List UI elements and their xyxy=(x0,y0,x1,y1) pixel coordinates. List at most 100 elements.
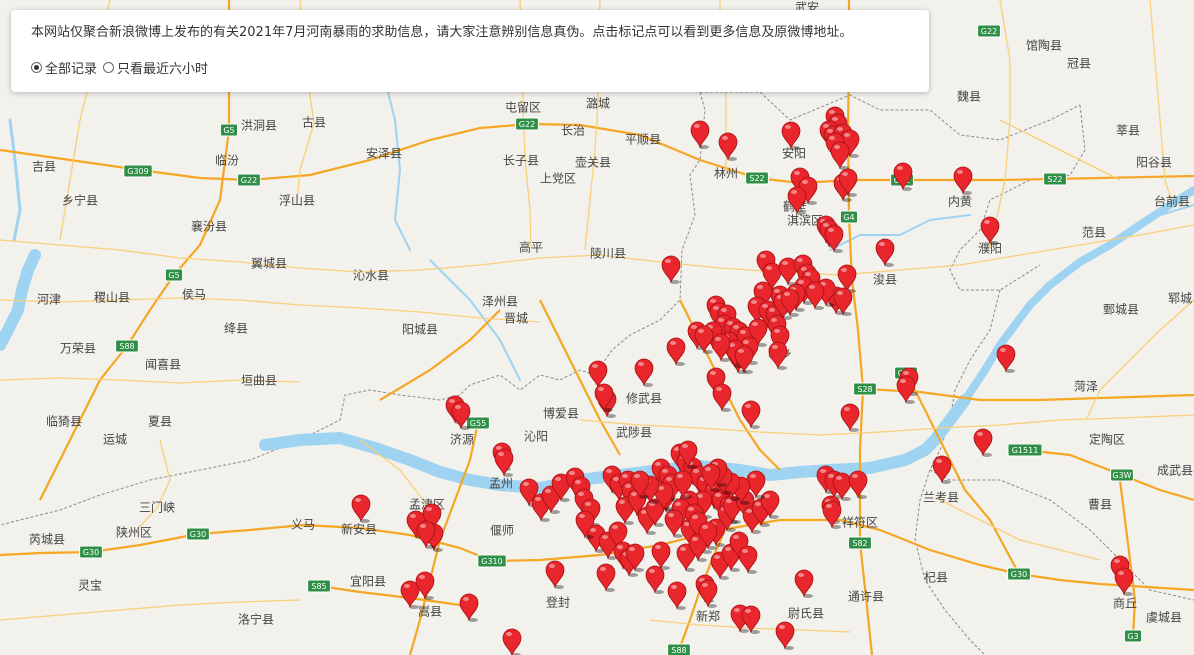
help-request-marker[interactable] xyxy=(833,287,853,316)
help-request-marker[interactable] xyxy=(953,166,973,195)
map-pin-icon[interactable] xyxy=(833,287,853,316)
help-request-marker[interactable] xyxy=(770,325,790,354)
map-pin-icon[interactable] xyxy=(748,318,768,347)
help-request-marker[interactable] xyxy=(805,281,825,310)
map-pin-icon[interactable] xyxy=(770,325,790,354)
map-pin-icon[interactable] xyxy=(830,141,850,170)
map-pin-icon[interactable] xyxy=(973,428,993,457)
help-request-marker[interactable] xyxy=(830,141,850,170)
map-pin-icon[interactable] xyxy=(775,621,795,650)
map-pin-icon[interactable] xyxy=(541,485,561,514)
help-request-marker[interactable] xyxy=(494,448,514,477)
help-request-marker[interactable] xyxy=(973,428,993,457)
help-request-marker[interactable] xyxy=(1114,567,1134,596)
map-pin-icon[interactable] xyxy=(459,593,479,622)
help-request-marker[interactable] xyxy=(822,500,842,529)
map-pin-icon[interactable] xyxy=(738,545,758,574)
help-request-marker[interactable] xyxy=(893,162,913,191)
map-pin-icon[interactable] xyxy=(451,401,471,430)
help-request-marker[interactable] xyxy=(932,455,952,484)
help-request-marker[interactable] xyxy=(741,605,761,634)
map-pin-icon[interactable] xyxy=(805,281,825,310)
map-pin-icon[interactable] xyxy=(664,509,684,538)
map-pin-icon[interactable] xyxy=(794,569,814,598)
help-request-marker[interactable] xyxy=(541,485,561,514)
map-pin-icon[interactable] xyxy=(588,360,608,389)
map-pin-icon[interactable] xyxy=(634,358,654,387)
option-all-records[interactable]: 全部记录 xyxy=(31,58,97,77)
help-request-marker[interactable] xyxy=(575,510,595,539)
map-pin-icon[interactable] xyxy=(953,166,973,195)
help-request-marker[interactable] xyxy=(760,490,780,519)
help-request-marker[interactable] xyxy=(673,470,693,499)
map-pin-icon[interactable] xyxy=(519,478,539,507)
help-request-marker[interactable] xyxy=(694,325,714,354)
radio-selected-icon[interactable] xyxy=(31,62,42,73)
help-request-marker[interactable] xyxy=(666,337,686,366)
help-request-marker[interactable] xyxy=(645,565,665,594)
map-pin-icon[interactable] xyxy=(701,463,721,492)
help-request-marker[interactable] xyxy=(667,581,687,610)
map-pin-icon[interactable] xyxy=(824,224,844,253)
radio-unselected-icon[interactable] xyxy=(103,62,115,73)
map-pin-icon[interactable] xyxy=(837,264,857,293)
map-pin-icon[interactable] xyxy=(608,521,628,550)
help-request-marker[interactable] xyxy=(676,543,696,572)
map-pin-icon[interactable] xyxy=(545,560,565,589)
map-pin-icon[interactable] xyxy=(673,470,693,499)
help-request-marker[interactable] xyxy=(661,255,681,284)
help-request-marker[interactable] xyxy=(840,403,860,432)
map-pin-icon[interactable] xyxy=(832,472,852,501)
help-request-marker[interactable] xyxy=(848,470,868,499)
map-pin-icon[interactable] xyxy=(575,510,595,539)
help-request-marker[interactable] xyxy=(712,383,732,412)
help-request-marker[interactable] xyxy=(775,621,795,650)
help-request-marker[interactable] xyxy=(596,563,616,592)
help-request-marker[interactable] xyxy=(748,318,768,347)
help-request-marker[interactable] xyxy=(980,216,1000,245)
map-pin-icon[interactable] xyxy=(645,498,665,527)
map-pin-icon[interactable] xyxy=(980,216,1000,245)
map-pin-icon[interactable] xyxy=(734,345,754,374)
map-pin-icon[interactable] xyxy=(1114,567,1134,596)
map-pin-icon[interactable] xyxy=(893,162,913,191)
help-request-marker[interactable] xyxy=(781,121,801,150)
map-pin-icon[interactable] xyxy=(711,333,731,362)
map-pin-icon[interactable] xyxy=(718,132,738,161)
help-request-marker[interactable] xyxy=(824,224,844,253)
map-pin-icon[interactable] xyxy=(502,628,522,655)
help-request-marker[interactable] xyxy=(794,569,814,598)
help-request-marker[interactable] xyxy=(654,482,674,511)
map-pin-icon[interactable] xyxy=(494,448,514,477)
help-request-marker[interactable] xyxy=(741,400,761,429)
map-pin-icon[interactable] xyxy=(875,238,895,267)
help-request-marker[interactable] xyxy=(768,341,788,370)
help-request-marker[interactable] xyxy=(711,333,731,362)
map-pin-icon[interactable] xyxy=(654,482,674,511)
help-request-marker[interactable] xyxy=(690,120,710,149)
map-pin-icon[interactable] xyxy=(666,337,686,366)
help-request-marker[interactable] xyxy=(551,473,571,502)
map-pin-icon[interactable] xyxy=(822,500,842,529)
help-request-marker[interactable] xyxy=(734,345,754,374)
help-request-marker[interactable] xyxy=(545,560,565,589)
help-request-marker[interactable] xyxy=(645,498,665,527)
map-pin-icon[interactable] xyxy=(596,563,616,592)
help-request-marker[interactable] xyxy=(625,543,645,572)
map-pin-icon[interactable] xyxy=(768,341,788,370)
map-pin-icon[interactable] xyxy=(661,255,681,284)
help-request-marker[interactable] xyxy=(459,593,479,622)
help-request-marker[interactable] xyxy=(718,132,738,161)
help-request-marker[interactable] xyxy=(832,472,852,501)
option-last-six-hours[interactable]: 只看最近六小时 xyxy=(103,58,208,77)
help-request-marker[interactable] xyxy=(400,580,420,609)
map-pin-icon[interactable] xyxy=(651,541,671,570)
map-pin-icon[interactable] xyxy=(741,400,761,429)
help-request-marker[interactable] xyxy=(738,545,758,574)
map-pin-icon[interactable] xyxy=(625,543,645,572)
map-pin-icon[interactable] xyxy=(932,455,952,484)
help-request-marker[interactable] xyxy=(651,541,671,570)
help-request-marker[interactable] xyxy=(451,401,471,430)
help-request-marker[interactable] xyxy=(594,383,614,412)
help-request-marker[interactable] xyxy=(416,520,436,549)
